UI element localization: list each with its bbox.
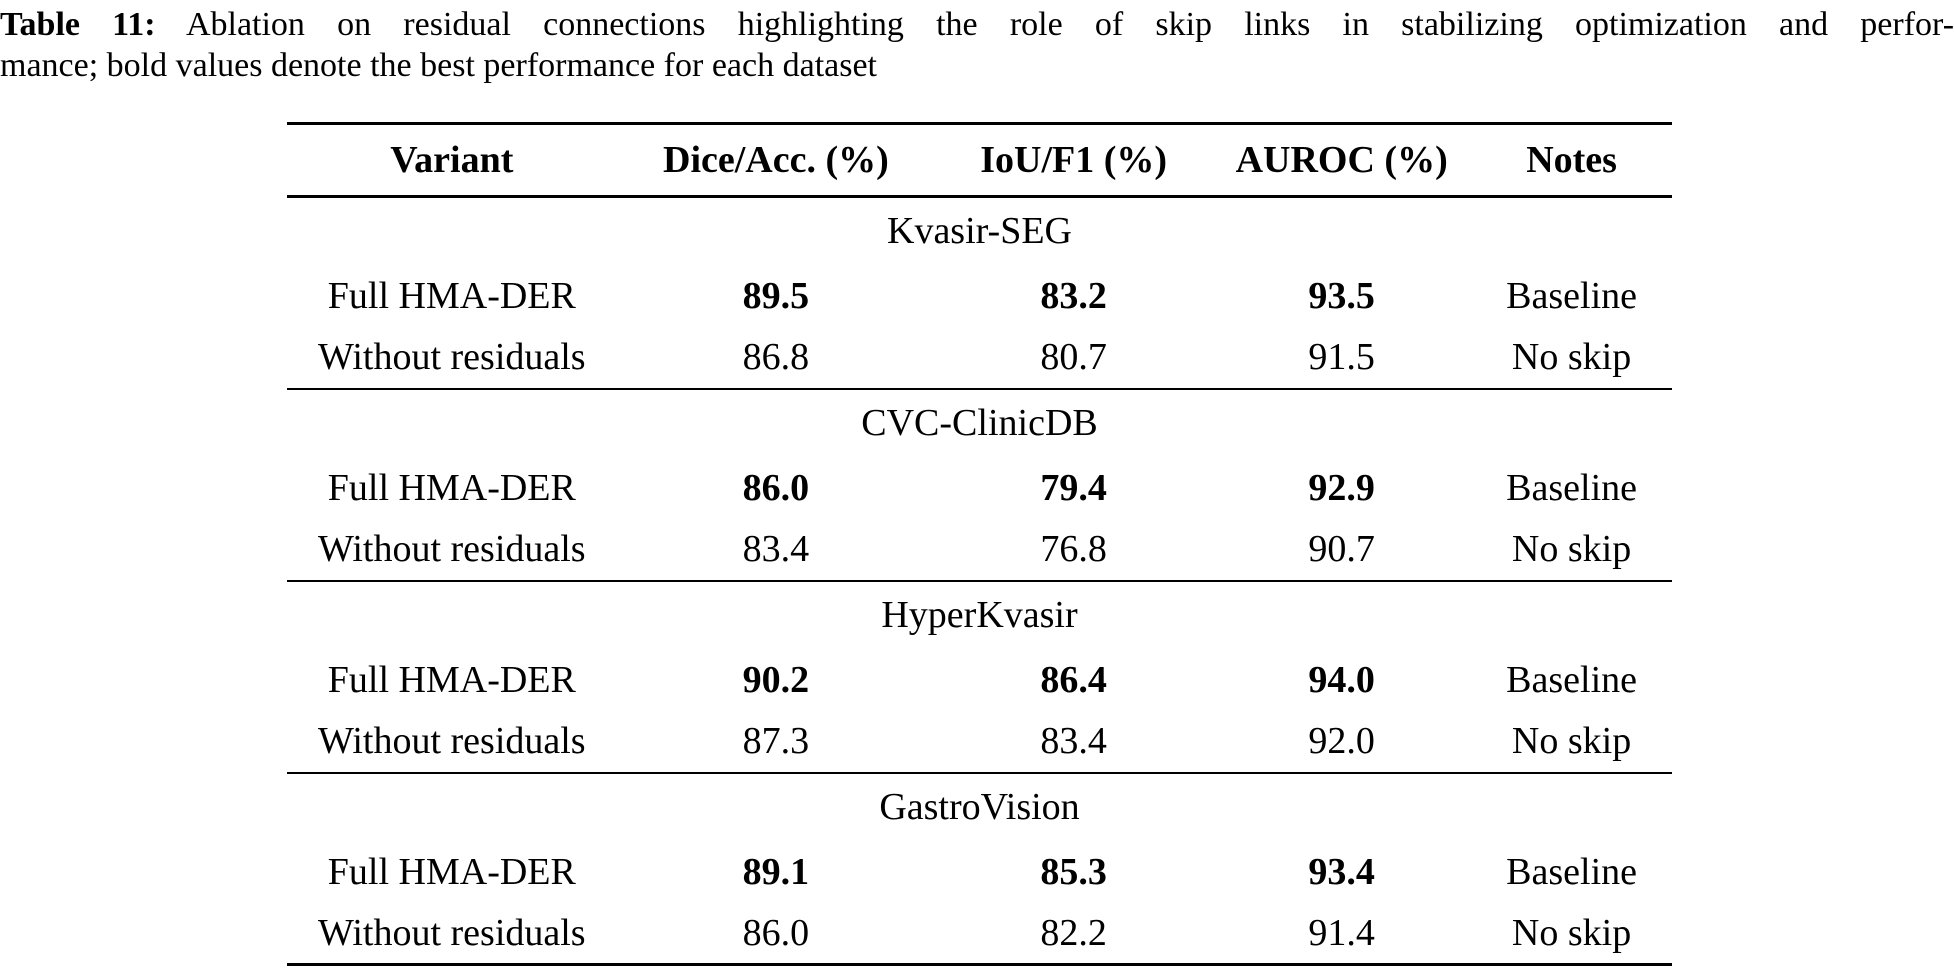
notes-cell: Baseline: [1506, 850, 1637, 893]
ablation-table: Variant Dice/Acc. (%) IoU/F1 (%) AUROC (…: [287, 122, 1672, 966]
variant-cell: Without residuals: [318, 336, 586, 378]
auroc-cell: 91.4: [1308, 911, 1375, 954]
variant-cell: Full HMA-DER: [327, 466, 576, 509]
header-row: Variant Dice/Acc. (%) IoU/F1 (%) AUROC (…: [287, 123, 1672, 197]
dataset-name: CVC-ClinicDB: [861, 402, 1098, 444]
dataset-section: CVC-ClinicDB Full HMA-DER 86.0 79.4 92.9 Base…: [287, 389, 1672, 581]
iou-f1-cell: 86.4: [1040, 658, 1107, 701]
caption-label: Table 11:: [0, 6, 156, 43]
table-caption: Table 11: Ablation on residual connectio…: [0, 4, 1954, 86]
data-row: Full HMA-DER 89.1 85.3 93.4 Baseline: [287, 841, 1672, 903]
auroc-cell: 90.7: [1308, 528, 1375, 570]
iou-f1-cell: 83.2: [1040, 274, 1107, 317]
data-row: Full HMA-DER 89.5 83.2 93.5 Baseline: [287, 265, 1672, 327]
caption-text-line2: mance; bold values denote the best perfo…: [0, 47, 877, 84]
dice-acc-cell: 87.3: [742, 720, 810, 762]
dice-acc-cell: 86.0: [742, 911, 810, 954]
dataset-name: Kvasir-SEG: [887, 210, 1072, 253]
variant-cell: Full HMA-DER: [327, 850, 576, 893]
header-auroc: AUROC (%): [1235, 139, 1448, 181]
variant-cell: Full HMA-DER: [327, 274, 576, 317]
dataset-name: GastroVision: [879, 786, 1080, 828]
data-row: Full HMA-DER 86.0 79.4 92.9 Baseline: [287, 457, 1672, 519]
data-row: Without residuals 83.4 76.8 90.7 No skip: [287, 519, 1672, 581]
dataset-section: Kvasir-SEG Full HMA-DER 89.5 83.2 93.5 Baseli…: [287, 197, 1672, 389]
notes-cell: No skip: [1511, 336, 1632, 378]
variant-cell: Without residuals: [318, 720, 586, 762]
table-header: Variant Dice/Acc. (%) IoU/F1 (%) AUROC (…: [287, 123, 1672, 197]
notes-cell: No skip: [1511, 528, 1632, 570]
data-row: Full HMA-DER 90.2 86.4 94.0 Baseline: [287, 649, 1672, 711]
header-iou-f1: IoU/F1 (%): [980, 139, 1168, 181]
dataset-row: Kvasir-SEG: [287, 197, 1672, 265]
data-row: Without residuals 86.8 80.7 91.5 No skip: [287, 327, 1672, 389]
auroc-cell: 91.5: [1308, 336, 1375, 378]
dataset-section: HyperKvasir Full HMA-DER 90.2 86.4 94.0 Basel…: [287, 581, 1672, 773]
auroc-cell: 93.4: [1308, 850, 1375, 893]
variant-cell: Without residuals: [318, 528, 586, 570]
header-variant: Variant: [390, 139, 514, 181]
auroc-cell: 93.5: [1308, 274, 1375, 317]
iou-f1-cell: 80.7: [1040, 336, 1107, 378]
variant-cell: Without residuals: [318, 911, 586, 954]
dataset-row: CVC-ClinicDB: [287, 389, 1672, 457]
notes-cell: No skip: [1511, 720, 1632, 762]
dice-acc-cell: 83.4: [742, 528, 810, 570]
auroc-cell: 94.0: [1308, 658, 1375, 701]
dice-acc-cell: 86.0: [742, 466, 810, 509]
dice-acc-cell: 86.8: [742, 336, 810, 378]
auroc-cell: 92.0: [1308, 720, 1375, 762]
variant-cell: Full HMA-DER: [327, 658, 576, 701]
iou-f1-cell: 79.4: [1040, 466, 1107, 509]
iou-f1-cell: 85.3: [1040, 850, 1107, 893]
dataset-row: GastroVision: [287, 773, 1672, 841]
data-row: Without residuals 87.3 83.4 92.0 No skip: [287, 711, 1672, 773]
header-dice-acc: Dice/Acc. (%): [663, 139, 889, 181]
header-notes: Notes: [1526, 139, 1617, 181]
notes-cell: Baseline: [1506, 274, 1637, 317]
dice-acc-cell: 89.5: [742, 274, 810, 317]
caption-text-line1: Ablation on residual connections highlig…: [185, 6, 1954, 43]
caption-line-1: Table 11: Ablation on residual connectio…: [0, 4, 1954, 45]
iou-f1-cell: 76.8: [1040, 528, 1107, 570]
caption-line-2: mance; bold values denote the best perfo…: [0, 45, 1954, 86]
dice-acc-cell: 89.1: [742, 850, 810, 893]
iou-f1-cell: 82.2: [1040, 911, 1107, 954]
notes-cell: Baseline: [1506, 466, 1637, 509]
notes-cell: Baseline: [1506, 658, 1637, 701]
dataset-name: HyperKvasir: [881, 594, 1078, 636]
dice-acc-cell: 90.2: [742, 658, 810, 701]
dataset-section: GastroVision Full HMA-DER 89.1 85.3 93.4 Base…: [287, 773, 1672, 965]
notes-cell: No skip: [1511, 911, 1632, 954]
dataset-row: HyperKvasir: [287, 581, 1672, 649]
ablation-table-container: Variant Dice/Acc. (%) IoU/F1 (%) AUROC (…: [287, 122, 1672, 966]
auroc-cell: 92.9: [1308, 466, 1375, 509]
iou-f1-cell: 83.4: [1040, 720, 1107, 762]
data-row: Without residuals 86.0 82.2 91.4 No skip: [287, 903, 1672, 965]
